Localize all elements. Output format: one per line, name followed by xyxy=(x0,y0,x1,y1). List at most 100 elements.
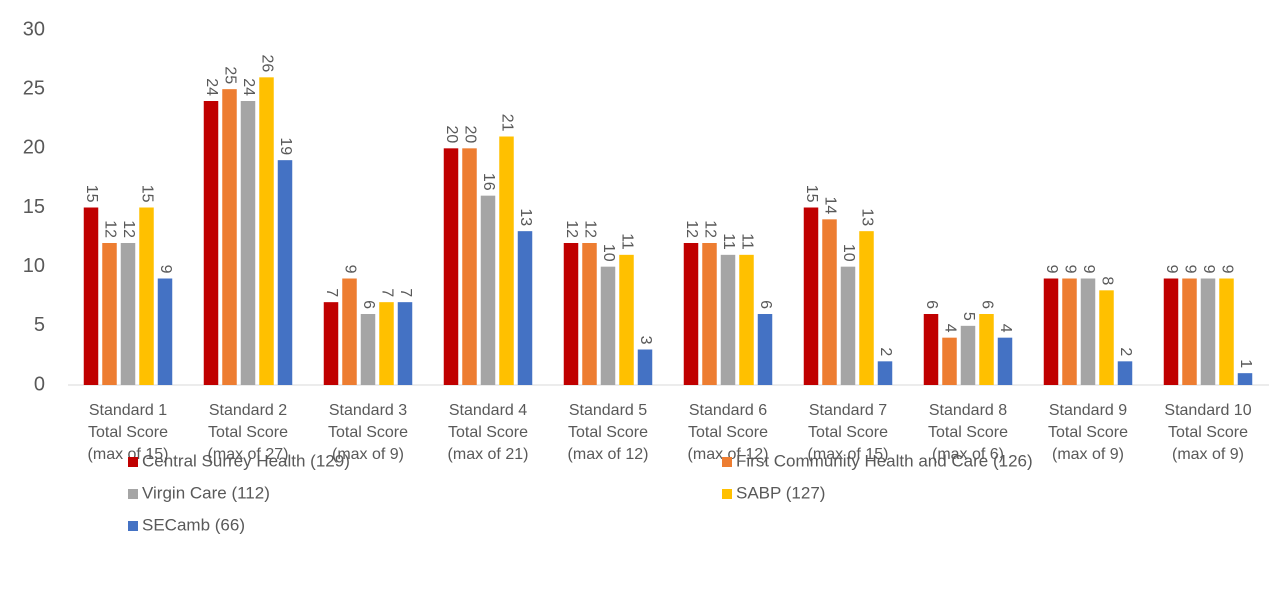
legend-label: SECamb (66) xyxy=(142,515,245,534)
data-label: 6 xyxy=(978,300,995,309)
data-label: 15 xyxy=(803,185,820,203)
y-tick-label: 20 xyxy=(23,137,45,159)
x-tick-label: Standard 2 xyxy=(209,402,287,419)
x-tick-label: (max of 15) xyxy=(88,446,169,463)
x-tick-label: Standard 1 xyxy=(89,402,167,419)
x-tick-label: Total Score xyxy=(1048,424,1128,441)
data-label: 9 xyxy=(1181,265,1198,274)
bar xyxy=(822,219,837,385)
x-tick-label: (max of 21) xyxy=(448,446,529,463)
bar xyxy=(942,337,957,385)
legend-swatch xyxy=(722,457,732,467)
data-label: 15 xyxy=(83,185,100,203)
bar xyxy=(462,148,477,385)
data-label: 16 xyxy=(480,173,497,191)
x-tick-label: (max of 27) xyxy=(208,446,289,463)
bar xyxy=(637,349,653,385)
y-tick-label: 10 xyxy=(23,255,45,277)
data-label: 26 xyxy=(258,55,275,73)
bar xyxy=(997,337,1013,385)
x-tick-label: Standard 10 xyxy=(1164,402,1251,419)
data-label: 11 xyxy=(618,233,635,250)
data-label: 9 xyxy=(1061,265,1078,274)
data-label: 2 xyxy=(877,347,894,356)
y-tick-label: 5 xyxy=(34,314,45,336)
x-tick-label: Standard 3 xyxy=(329,402,407,419)
data-label: 14 xyxy=(821,197,838,215)
x-tick-label: Total Score xyxy=(88,424,168,441)
data-label: 12 xyxy=(581,220,598,238)
x-tick-label: Total Score xyxy=(448,424,528,441)
data-label: 9 xyxy=(341,265,358,274)
legend-swatch xyxy=(128,489,138,499)
data-label: 10 xyxy=(600,244,617,262)
data-label: 12 xyxy=(563,220,580,238)
data-label: 6 xyxy=(360,300,377,309)
data-label: 8 xyxy=(1098,276,1115,285)
x-tick-label: (max of 9) xyxy=(332,446,404,463)
y-tick-label: 15 xyxy=(23,196,45,218)
data-label: 1 xyxy=(1237,359,1254,368)
data-label: 12 xyxy=(120,220,137,238)
x-tick-label: Total Score xyxy=(208,424,288,441)
data-label: 4 xyxy=(941,324,958,333)
bar xyxy=(102,243,117,385)
legend-label: First Community Health and Care (126) xyxy=(736,451,1033,470)
legend-swatch xyxy=(128,521,138,531)
data-label: 6 xyxy=(923,300,940,309)
data-label: 9 xyxy=(1200,265,1217,274)
data-label: 12 xyxy=(701,220,718,238)
bar xyxy=(120,243,136,385)
data-label: 9 xyxy=(1218,265,1235,274)
bar xyxy=(1163,278,1179,385)
bar xyxy=(323,302,339,385)
x-tick-label: Total Score xyxy=(808,424,888,441)
x-tick-label: (max of 12) xyxy=(568,446,649,463)
bar xyxy=(619,254,634,385)
data-label: 21 xyxy=(498,114,515,132)
y-tick-label: 25 xyxy=(23,77,45,99)
x-tick-label: (max of 6) xyxy=(932,446,1004,463)
bar xyxy=(739,254,754,385)
bar xyxy=(1117,361,1133,385)
data-label: 20 xyxy=(443,126,460,144)
data-label: 3 xyxy=(637,336,654,345)
bar xyxy=(1080,278,1096,385)
data-label: 11 xyxy=(720,233,737,250)
data-label: 13 xyxy=(858,208,875,226)
data-label: 15 xyxy=(138,185,155,203)
data-label: 24 xyxy=(240,78,257,96)
y-tick-label: 30 xyxy=(23,18,45,40)
bar xyxy=(203,101,219,385)
bar xyxy=(877,361,893,385)
data-label: 11 xyxy=(738,233,755,250)
data-label: 9 xyxy=(1080,265,1097,274)
bar xyxy=(923,314,939,385)
x-tick-label: Standard 7 xyxy=(809,402,887,419)
data-label: 25 xyxy=(221,66,238,84)
x-tick-label: Total Score xyxy=(568,424,648,441)
bar xyxy=(83,207,99,385)
data-label: 13 xyxy=(517,208,534,226)
x-tick-label: (max of 9) xyxy=(1052,446,1124,463)
x-tick-label: Standard 5 xyxy=(569,402,647,419)
bar xyxy=(720,254,736,385)
bar xyxy=(499,136,514,385)
bar xyxy=(582,243,597,385)
data-label: 6 xyxy=(757,300,774,309)
data-label: 7 xyxy=(378,288,395,297)
x-tick-label: Total Score xyxy=(928,424,1008,441)
bar xyxy=(1062,278,1077,385)
data-label: 5 xyxy=(960,312,977,321)
data-label: 19 xyxy=(277,137,294,155)
bar xyxy=(277,160,293,385)
bar xyxy=(1237,373,1253,385)
bar xyxy=(517,231,533,385)
legend-swatch xyxy=(128,457,138,467)
data-label: 9 xyxy=(1163,265,1180,274)
bar xyxy=(960,325,976,385)
legend-label: SABP (127) xyxy=(736,483,825,502)
data-label: 12 xyxy=(683,220,700,238)
bar xyxy=(1099,290,1114,385)
